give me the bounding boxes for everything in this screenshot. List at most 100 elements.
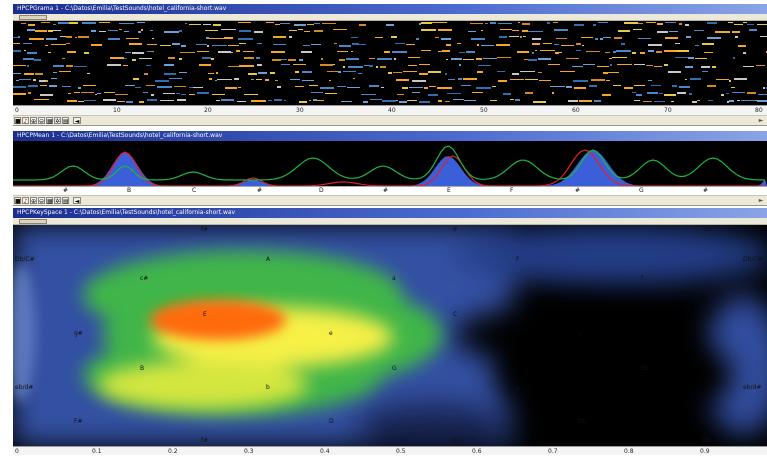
hpcp-mean-canvas[interactable] <box>13 141 767 186</box>
chroma-segment <box>213 24 221 26</box>
chroma-segment <box>478 65 491 66</box>
chroma-segment <box>327 71 338 72</box>
chroma-segment <box>483 58 497 59</box>
chroma-segment <box>13 37 18 38</box>
zoom-knob[interactable] <box>19 219 47 224</box>
grid-icon[interactable]: ▦ <box>46 117 53 125</box>
scroll-right-arrow-icon[interactable]: ► <box>758 117 764 124</box>
chroma-segment <box>258 72 267 74</box>
chroma-segment <box>21 23 26 24</box>
chroma-segment <box>257 64 262 66</box>
chroma-segment <box>512 73 519 75</box>
chroma-segment <box>265 79 269 81</box>
chroma-segment <box>421 29 436 31</box>
tick-label: 0 <box>15 448 19 455</box>
settings-icon[interactable]: ✲ <box>54 197 61 205</box>
chroma-segment <box>273 36 286 38</box>
zoom-knob[interactable] <box>19 15 47 20</box>
chroma-segment <box>476 58 482 60</box>
chroma-segment <box>618 30 630 32</box>
hpcp-mean-window: HPCPMean 1 - C:\Datos\Emilia\TestSounds\… <box>13 131 767 206</box>
keyspace-canvas[interactable]: f# d bb Db/C# A F Db/C# c# a f E C Ab g#… <box>13 225 767 446</box>
chroma-segment <box>458 78 462 80</box>
chroma-segment <box>320 64 333 66</box>
chroma-segment <box>256 79 262 80</box>
hpcp-gram-canvas[interactable] <box>13 21 767 105</box>
zoom-in-icon[interactable]: ⊕ <box>30 117 37 125</box>
chroma-segment <box>602 94 611 96</box>
chroma-segment <box>647 92 658 94</box>
zoom-out-icon[interactable]: ⊖ <box>38 117 45 125</box>
chroma-segment <box>394 58 396 60</box>
record-icon[interactable]: ♪ <box>22 197 29 205</box>
chroma-segment <box>525 79 538 80</box>
key-label: Ab <box>703 311 711 318</box>
chroma-segment <box>743 52 746 54</box>
chroma-segment <box>438 29 452 31</box>
chroma-segment <box>572 66 583 67</box>
square-icon[interactable]: ■ <box>14 117 21 125</box>
chroma-segment <box>78 101 84 102</box>
record-icon[interactable]: ♪ <box>22 117 29 125</box>
chroma-segment <box>41 22 50 23</box>
chroma-segment <box>690 78 701 80</box>
scroll-left-arrow-icon[interactable]: ◄ <box>73 197 81 205</box>
chroma-segment <box>553 22 558 23</box>
grid-icon[interactable]: ▦ <box>46 197 53 205</box>
chroma-segment <box>532 38 541 40</box>
chroma-segment <box>395 43 405 44</box>
chroma-segment <box>307 24 314 25</box>
settings-icon[interactable]: ✲ <box>54 117 61 125</box>
key-label: eb/d# <box>743 384 762 391</box>
chroma-segment <box>277 86 281 88</box>
chroma-segment <box>518 22 520 23</box>
chroma-segment <box>193 87 203 88</box>
chroma-segment <box>586 51 600 52</box>
chroma-segment <box>408 57 420 58</box>
chroma-segment <box>520 71 535 72</box>
chroma-segment <box>397 94 404 95</box>
chroma-segment <box>408 65 417 66</box>
chroma-segment <box>346 58 359 60</box>
chroma-segment <box>45 45 48 46</box>
chroma-segment <box>301 51 312 53</box>
chroma-segment <box>237 101 246 102</box>
chroma-segment <box>124 58 127 59</box>
chroma-segment <box>215 80 217 81</box>
chroma-segment <box>231 52 233 53</box>
chroma-segment <box>239 30 251 32</box>
chroma-segment <box>206 37 209 39</box>
key-label: a <box>392 275 396 282</box>
chroma-segment <box>294 24 306 26</box>
chroma-segment <box>669 31 678 32</box>
chroma-segment <box>634 85 645 86</box>
chroma-segment <box>391 36 397 38</box>
scroll-right-arrow-icon[interactable]: ► <box>758 197 764 204</box>
chroma-segment <box>419 23 421 25</box>
chroma-segment <box>34 99 49 100</box>
zoom-in-icon[interactable]: ⊕ <box>30 197 37 205</box>
chroma-segment <box>554 44 559 45</box>
chroma-segment <box>239 65 254 67</box>
chroma-segment <box>520 36 522 38</box>
chroma-segment <box>290 79 300 80</box>
chroma-segment <box>492 86 496 87</box>
chroma-segment <box>659 93 663 94</box>
note-label: # <box>257 187 263 194</box>
chroma-segment <box>538 72 542 73</box>
zoom-out-icon[interactable]: ⊖ <box>38 197 45 205</box>
chroma-segment <box>129 43 142 45</box>
chart-icon[interactable]: ▤ <box>62 117 69 125</box>
chroma-segment <box>35 73 43 75</box>
chroma-segment <box>321 58 323 60</box>
square-icon[interactable]: ■ <box>14 197 21 205</box>
hpcp-mean-toolbar: ■ ♪ ⊕ ⊖ ▦ ✲ ▤ ◄ ► <box>13 195 767 206</box>
scroll-left-arrow-icon[interactable]: ◄ <box>73 117 81 125</box>
chart-icon[interactable]: ▤ <box>62 197 69 205</box>
chroma-segment <box>632 92 636 93</box>
hpcp-gram-zoom-bar[interactable] <box>13 14 767 21</box>
chroma-segment <box>107 64 121 66</box>
hpcp-keyspace-zoom-bar[interactable] <box>13 218 767 225</box>
chroma-segment <box>419 64 430 65</box>
chroma-segment <box>295 71 299 73</box>
